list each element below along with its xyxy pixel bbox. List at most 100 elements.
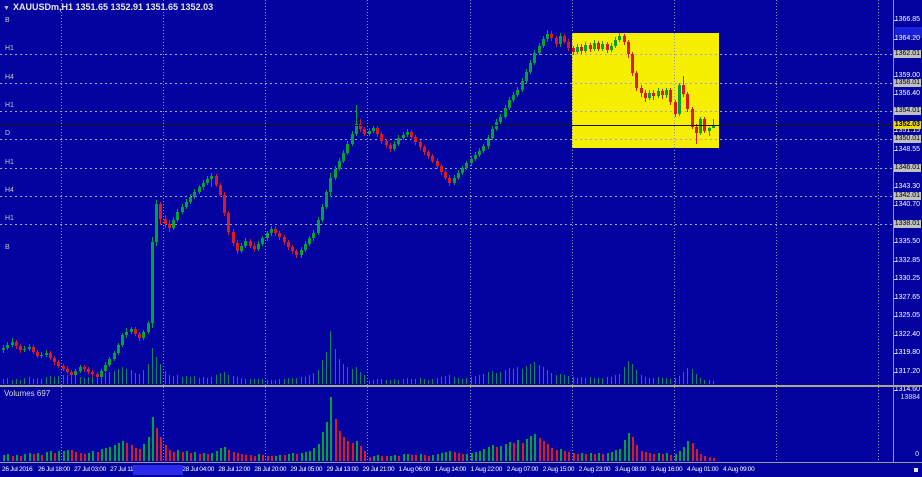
volume-bar [24,454,26,461]
volume-bar-overlay [216,375,217,384]
volume-bar [696,449,698,461]
volume-bar-overlay [573,377,574,384]
volume-bar-overlay [80,377,81,384]
candle-body [631,54,634,73]
volume-bar-overlay [347,367,348,384]
volume-bar [186,451,188,461]
grid-line-vertical [776,387,777,461]
time-axis-selection[interactable] [133,465,183,475]
volume-bar-overlay [156,357,157,384]
candle-body [576,47,579,52]
volume-bar [182,452,184,461]
volume-bar-overlay [105,373,106,384]
volume-bar [356,441,358,461]
candle-body [57,362,60,366]
price-axis[interactable]: 13884 0 1366.851364.201361.601359.001356… [893,0,922,462]
volume-bar [12,456,14,461]
volume-bar-overlay [653,378,654,384]
volume-bar-overlay [675,378,676,384]
volume-bar [670,455,672,461]
candle-body [202,183,205,187]
candle-body [168,224,171,228]
candle-body [62,366,65,369]
volume-bar-overlay [692,369,693,384]
candle-body [11,342,14,345]
volume-bar-overlay [284,379,285,384]
candle-body [223,195,226,213]
level-marker: H1 [5,215,14,222]
volume-bar [207,454,209,461]
level-marker: H1 [5,102,14,109]
pane-separator[interactable] [0,385,922,387]
volume-bar [343,437,345,461]
volume-bar [454,452,456,461]
volume-bar [658,453,660,461]
candle-body [444,172,447,178]
volume-bar-overlay [63,375,64,384]
candle-body [295,251,298,255]
volume-bar-overlay [428,380,429,384]
volume-bar [131,445,133,461]
volume-bar [641,451,643,461]
volume-bar-overlay [207,378,208,384]
price-tick-dash [894,39,897,40]
grid-line-vertical [265,387,266,461]
candle-body [368,131,371,134]
candle-body [499,117,502,122]
volume-bar-overlay [585,378,586,384]
volume-bar [211,453,213,461]
price-tick-label: 1322.40 [894,331,920,338]
level-price-label: 1358.01 [893,79,921,87]
chart-plot-area[interactable]: ▼ XAUUSDm,H1 1351.65 1352.91 1351.65 1352… [0,0,893,385]
volume-bar [160,437,162,461]
volume-bar [505,444,507,461]
price-tick-dash [894,372,897,373]
volume-bar [653,454,655,461]
price-tick-dash [894,279,897,280]
volume-bar [139,449,141,461]
volume-bar-overlay [245,379,246,384]
volume-bar-overlay [479,375,480,384]
volume-bar-overlay [126,369,127,384]
candle-body [640,88,643,93]
candle-body [563,36,566,42]
candle-body [618,36,621,40]
candle-body [240,246,243,251]
candle-body [74,371,77,375]
volume-bar-overlay [241,378,242,384]
volume-bar-overlay [313,373,314,384]
candle-body [155,204,158,242]
time-axis[interactable]: 26 Jul 2016 26 Jul 18:00 27 Jul 03:00 27 Ju… [0,462,922,477]
volume-bar [369,457,371,461]
level-price-label: 1346.01 [893,164,921,172]
volume-bar-overlay [704,380,705,384]
candle-body [15,342,18,346]
volume-pane[interactable]: Volumes 697 [0,387,893,461]
candle-body [215,176,218,185]
candle-body [359,124,362,129]
volume-bar [322,432,324,461]
volume-bar [619,449,621,461]
price-axis-highlight [895,27,922,38]
volume-bar-overlay [709,380,710,384]
volume-bar [390,456,392,461]
symbol-dropdown-icon[interactable]: ▼ [3,5,10,12]
candle-body [104,365,107,371]
candle-body [227,213,230,232]
volume-bar [522,443,524,461]
volume-bar [475,452,477,461]
volume-bar-overlay [556,375,557,384]
volume-bar [16,455,18,461]
volume-bar-overlay [445,376,446,384]
volume-bar-overlay [101,374,102,384]
volume-bar-overlay [564,375,565,384]
candle-body [147,323,150,332]
volume-bar [488,447,490,461]
volume-bar [496,447,498,461]
volume-bar-overlay [534,362,535,384]
time-tick-label: 1 Aug 22:00 [470,466,503,473]
volume-indicator-label: Volumes 697 [4,389,51,398]
volume-bar [513,443,515,461]
time-tick-label: 26 Jul 2016 [2,466,33,473]
price-tick-label: 1366.85 [894,16,920,23]
